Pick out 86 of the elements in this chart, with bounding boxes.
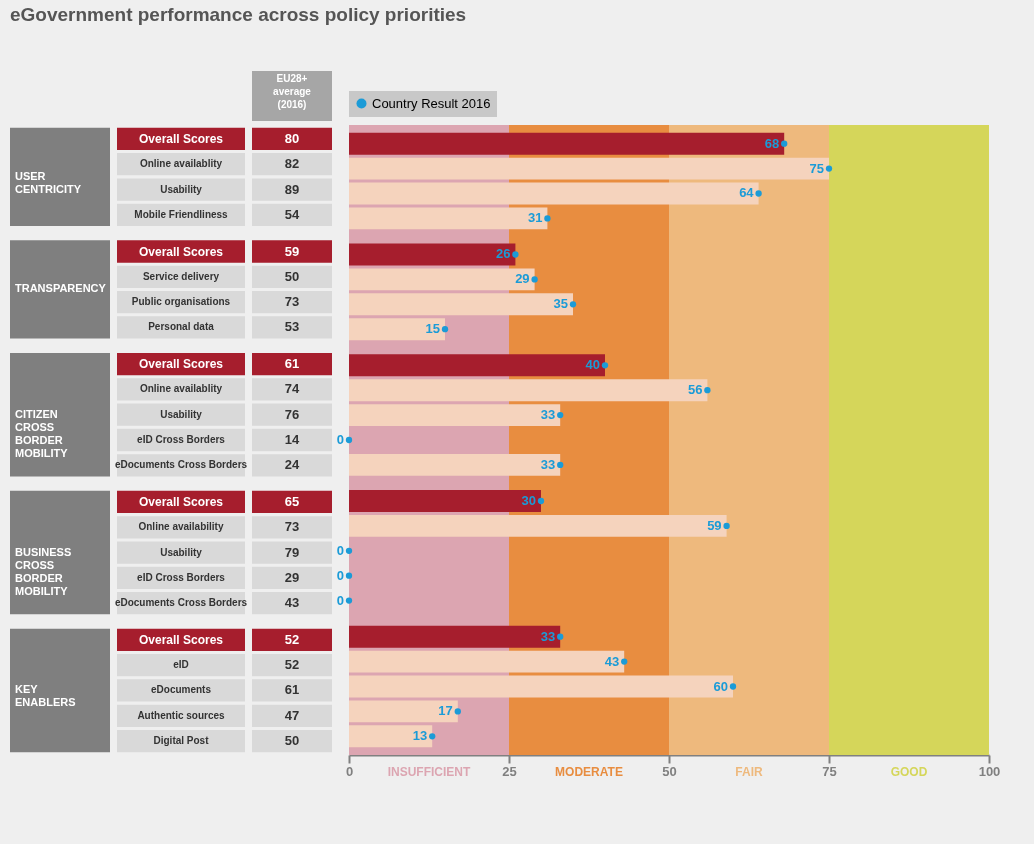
data-label: 33 (540, 456, 556, 472)
data-label: 0 (336, 432, 344, 447)
text: CITIZEN CROSS BORDER MOBILITY (15, 407, 69, 459)
y-tick-label: Online availability (138, 521, 224, 533)
legend-label: Country Result 2016 (372, 95, 491, 111)
y-tick-label: Online availablity (139, 383, 223, 395)
data-label: 0 (336, 542, 344, 558)
y-tick-label: Digital Post (153, 735, 210, 747)
data-label: 17 (438, 703, 453, 719)
data-label: 60 (713, 678, 728, 694)
band-label: FAIR (735, 765, 763, 779)
y-tick-label: eID Cross Borders (137, 434, 226, 445)
band-label: MODERATE (555, 765, 623, 779)
data-label: 79 (284, 544, 300, 560)
y-tick-label: Overall Scores (138, 632, 224, 647)
band-label: GOOD (890, 765, 928, 779)
data-label: 52 (284, 657, 300, 673)
data-label: 56 (687, 382, 703, 398)
x-tick-label: 25 (502, 763, 517, 779)
data-label: 0 (336, 592, 344, 608)
data-label: 76 (284, 406, 300, 422)
y-tick-label: Overall Scores (138, 357, 224, 372)
data-label: 29 (284, 569, 300, 585)
data-label: 31 (527, 210, 543, 226)
data-label: 43 (284, 595, 300, 611)
data-label: 59 (284, 243, 300, 259)
data-label: 33 (540, 628, 556, 644)
data-label: 26 (495, 246, 511, 262)
y-tick-label: Overall Scores (138, 131, 224, 146)
y-tick-label: eDocuments (150, 684, 212, 696)
data-label: 30 (521, 493, 536, 508)
data-label: 73 (284, 294, 300, 310)
data-label: 50 (284, 268, 300, 284)
data-label: 74 (284, 381, 300, 397)
y-tick-label: Usability (160, 408, 203, 420)
data-label: 47 (284, 707, 300, 723)
y-tick-label: Service delivery (142, 270, 220, 282)
y-tick-label: Public organisations (131, 296, 231, 308)
y-tick-label: Usability (160, 546, 203, 558)
data-label: 80 (284, 130, 300, 146)
y-tick-label: Overall Scores (138, 494, 224, 509)
data-label: 24 (284, 457, 300, 473)
text: EU28+ average (2016) (273, 73, 312, 110)
data-label: 0 (336, 567, 344, 583)
data-label: 89 (284, 181, 300, 197)
y-tick-label: eDocuments Cross Borders (114, 459, 248, 471)
text: USER CENTRICITY (15, 169, 82, 195)
x-tick-label: 50 (662, 763, 677, 779)
x-tick-label: 100 (978, 763, 1001, 779)
y-tick-label: eDocuments Cross Borders (114, 597, 248, 609)
data-label: 15 (425, 321, 440, 337)
text: TRANSPARENCY (15, 282, 107, 295)
data-label: 35 (553, 296, 568, 312)
y-tick-label: eID (173, 659, 189, 671)
data-label: 65 (284, 493, 300, 509)
data-label: 54 (284, 206, 300, 222)
y-tick-label: Mobile Friendliness (134, 208, 229, 220)
y-tick-label: Overall Scores (138, 244, 224, 259)
data-label: 64 (739, 185, 755, 201)
data-label: 43 (604, 653, 620, 669)
data-label: 75 (809, 160, 824, 176)
data-label: 53 (284, 319, 300, 335)
data-label: 14 (284, 432, 300, 447)
x-tick-label: 75 (822, 763, 837, 779)
data-label: 29 (515, 271, 530, 287)
data-label: 40 (585, 357, 600, 373)
x-tick-label: 0 (345, 763, 354, 779)
y-tick-label: Usability (160, 183, 203, 195)
data-label: 61 (284, 682, 300, 698)
y-tick-label: Online availablity (139, 158, 223, 170)
chart-title: eGovernment performance across policy priorities (10, 4, 467, 25)
band-label: INSUFFICIENT (387, 765, 471, 779)
data-label: 33 (540, 407, 556, 423)
data-label: 82 (284, 156, 300, 172)
text: KEY ENABLERS (15, 683, 76, 709)
data-label: 61 (284, 356, 300, 372)
y-tick-label: eID Cross Borders (137, 571, 226, 583)
y-tick-label: Personal data (148, 321, 215, 333)
data-label: 52 (284, 631, 300, 647)
data-label: 73 (284, 519, 300, 535)
text: BUSINESS CROSS BORDER MOBILITY (15, 545, 72, 597)
data-label: 13 (412, 728, 428, 744)
data-label: 68 (764, 135, 780, 151)
data-label: 50 (284, 733, 300, 749)
y-tick-label: Authentic sources (137, 709, 226, 721)
data-label: 59 (707, 517, 722, 533)
